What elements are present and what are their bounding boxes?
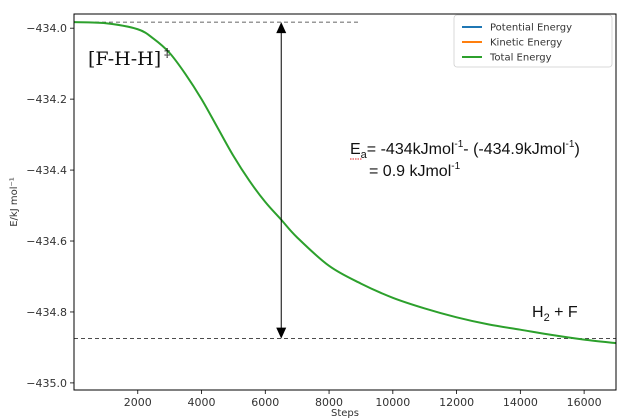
ea-equation-part2: - (-434.9kJmol	[463, 141, 565, 158]
x-axis-ticks: 2000 4000 6000 8000 10000 12000 14000 16000	[124, 390, 602, 409]
x-tick-label: 4000	[188, 396, 216, 409]
axes-border	[73, 13, 617, 391]
legend-entry: Kinetic Energy	[490, 38, 562, 49]
plot-background	[74, 14, 616, 390]
x-tick-label: 16000	[567, 396, 602, 409]
x-tick-label: 8000	[315, 396, 343, 409]
energy-difference-arrow	[276, 22, 287, 339]
legend-entry: Total Energy	[489, 53, 552, 64]
products-label: H2 + F	[532, 304, 578, 324]
ea-equation-part1: = -434kJmol	[367, 141, 455, 158]
transition-state-superscript: ‡	[164, 46, 170, 60]
ea-subscript: a	[361, 149, 368, 161]
transition-state-text: [F-H-H]	[88, 48, 161, 70]
y-tick-label: −434.2	[26, 93, 67, 106]
y-tick-label: −434.0	[26, 22, 67, 35]
transition-state-label: [F-H-H] ‡	[88, 46, 170, 70]
activation-energy-result: = 0.9 kJmol-1	[369, 161, 461, 180]
y-tick-label: −434.6	[26, 235, 67, 248]
result-superscript: -1	[451, 161, 460, 172]
legend-box	[453, 14, 613, 68]
y-tick-label: −435.0	[26, 377, 67, 390]
products-rest: + F	[550, 304, 578, 321]
arrow-head-bottom	[276, 327, 287, 339]
legend-entry: Potential Energy	[490, 23, 572, 34]
x-tick-label: 2000	[124, 396, 152, 409]
x-tick-label: 6000	[251, 396, 279, 409]
y-axis-label: E/kJ mol⁻¹	[9, 177, 20, 227]
x-tick-label: 10000	[375, 396, 410, 409]
legend: Potential Energy Kinetic Energy Total Ener…	[453, 14, 613, 68]
y-axis-ticks: −434.0 −434.2 −434.4 −434.6 −434.8 −435.0	[26, 22, 74, 390]
ea-equation-sup1: -1	[454, 139, 463, 150]
activation-energy-equation: Ea= -434kJmol-1- (-434.9kJmol-1)	[350, 139, 580, 161]
x-tick-label: 14000	[503, 396, 538, 409]
ea-equation-close: )	[574, 141, 579, 158]
products-subscript: 2	[544, 312, 550, 324]
arrow-head-top	[276, 22, 287, 34]
plot-area	[74, 14, 616, 390]
x-tick-label: 12000	[439, 396, 474, 409]
ea-symbol: E	[350, 141, 361, 158]
x-axis-label: Steps	[331, 408, 359, 419]
result-text: = 0.9 kJmol	[369, 163, 451, 180]
reference-lines	[74, 21, 616, 339]
y-tick-label: −434.8	[26, 306, 67, 319]
y-tick-label: −434.4	[26, 164, 67, 177]
axes-frame	[73, 13, 617, 391]
products-h: H	[532, 304, 544, 321]
ea-equation-sup2: -1	[566, 139, 575, 150]
